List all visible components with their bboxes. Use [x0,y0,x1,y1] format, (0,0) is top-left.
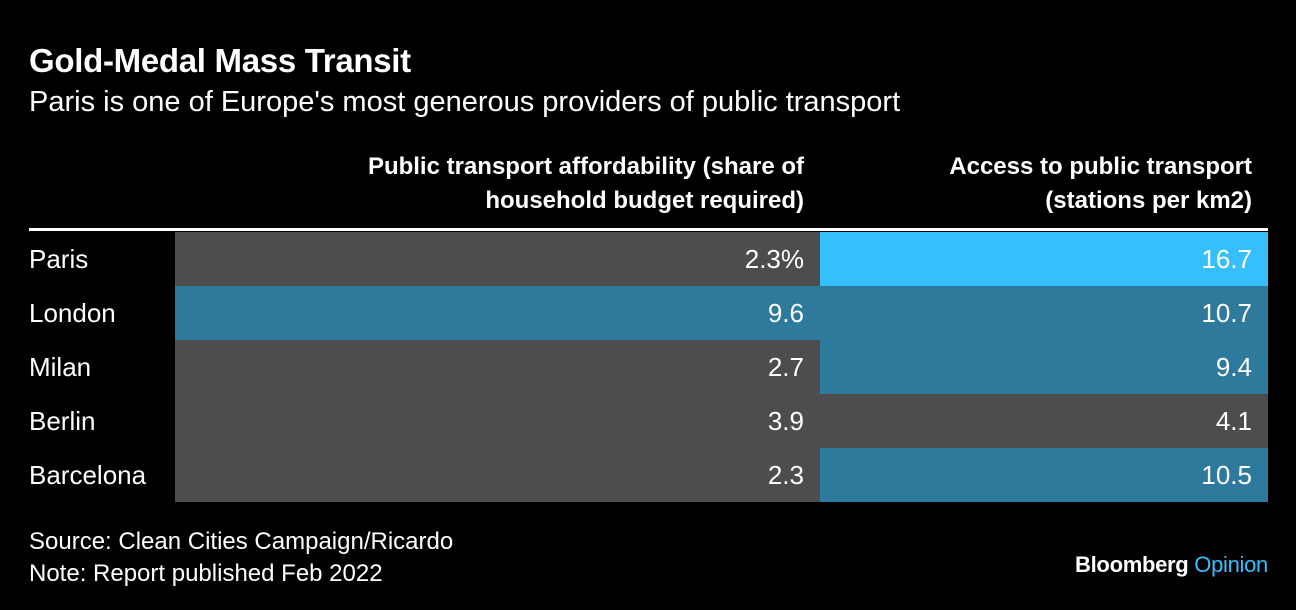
bloomberg-opinion-logo: Bloomberg Opinion [1075,552,1268,578]
table-row: Barcelona 2.3 10.5 [29,448,1268,502]
city-label: Paris [29,244,89,274]
access-cell: 16.7 [820,232,1268,286]
column-header-access-line1: Access to public transport [949,153,1252,180]
table-row: Paris 2.3% 16.7 [29,232,1268,286]
column-header-access-line2: (stations per km2) [1045,187,1252,214]
note-text: Note: Report published Feb 2022 [29,560,383,587]
city-label: Milan [29,352,92,382]
chart-title: Gold-Medal Mass Transit [29,42,411,79]
affordability-cell: 9.6 [175,286,820,340]
city-label: Berlin [29,406,96,436]
source-notes: Source: Clean Cities Campaign/Ricardo No… [29,526,453,590]
access-cell: 9.4 [820,340,1268,394]
header-divider [29,228,1268,231]
access-cell: 4.1 [820,394,1268,448]
brand-accent: Opinion [1194,552,1268,577]
column-header-access: Access to public transport (stations per… [840,150,1252,218]
chart-subtitle: Paris is one of Europe's most generous p… [29,86,901,118]
table-row: London 9.6 10.7 [29,286,1268,340]
city-label: Barcelona [29,460,147,490]
affordability-cell: 2.3 [175,448,820,502]
column-header-affordability: Public transport affordability (share of… [230,150,804,218]
table-row: Berlin 3.9 4.1 [29,394,1268,448]
affordability-cell: 2.7 [175,340,820,394]
affordability-cell: 3.9 [175,394,820,448]
data-table: Paris 2.3% 16.7 London 9.6 10.7 Milan 2.… [29,232,1268,502]
access-cell: 10.7 [820,286,1268,340]
column-header-affordability-line2: household budget required) [485,187,804,214]
source-text: Source: Clean Cities Campaign/Ricardo [29,528,454,555]
city-label: London [29,298,116,328]
column-header-affordability-line1: Public transport affordability (share of [367,153,804,180]
access-cell: 10.5 [820,448,1268,502]
brand-main: Bloomberg [1075,552,1189,577]
table-row: Milan 2.7 9.4 [29,340,1268,394]
affordability-cell: 2.3% [175,232,820,286]
